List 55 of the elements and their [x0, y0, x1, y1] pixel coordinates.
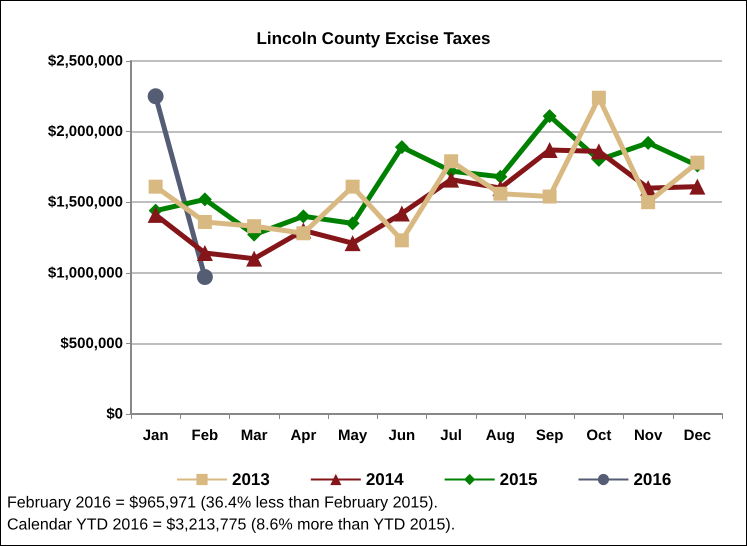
x-tick-label: Oct — [586, 427, 612, 444]
point — [444, 154, 458, 168]
point — [690, 156, 704, 170]
y-tick-label: $2,000,000 — [48, 123, 123, 140]
point — [394, 205, 410, 222]
y-tick-label: $500,000 — [60, 334, 123, 352]
point — [592, 90, 606, 105]
point — [590, 143, 607, 160]
point — [198, 214, 212, 229]
point — [493, 170, 508, 184]
y-tick-label: $1,000,000 — [48, 264, 123, 282]
legend-label: 2014 — [366, 470, 404, 489]
x-tick-label: Apr — [290, 427, 316, 444]
point — [148, 206, 164, 223]
point — [148, 180, 163, 194]
point — [346, 180, 360, 194]
legend-label: 2015 — [500, 470, 538, 489]
point — [689, 178, 706, 195]
y-tick-label: $2,500,000 — [48, 52, 123, 70]
point — [148, 88, 164, 104]
point — [198, 192, 212, 206]
point — [641, 195, 656, 210]
point — [246, 250, 262, 267]
point — [394, 233, 409, 248]
point — [196, 245, 213, 262]
point — [542, 190, 557, 204]
point — [641, 136, 656, 150]
text: Calendar YTD 2016 = $3,213,775 (8.6% more than YTD 2015). — [7, 516, 456, 534]
y-tick-label: $1,500,000 — [48, 194, 123, 211]
text: February 2016 = $965,971 (36.4% less than February 2015). — [7, 494, 438, 512]
x-tick-label: Dec — [684, 427, 712, 444]
x-tick-label: Jul — [440, 427, 462, 444]
chart-title: Lincoln County Excise Taxes — [256, 29, 490, 48]
legend-label: 2013 — [232, 470, 270, 489]
x-tick-label: Jan — [142, 427, 169, 444]
x-tick-label: Aug — [486, 427, 515, 444]
point — [196, 269, 213, 286]
point — [542, 142, 558, 158]
point — [443, 172, 460, 188]
point — [346, 216, 360, 230]
x-tick-label: Jun — [388, 427, 416, 444]
point — [344, 235, 361, 252]
point — [394, 140, 409, 154]
point — [542, 109, 557, 124]
x-tick-label: May — [338, 427, 368, 444]
x-tick-label: Nov — [634, 427, 663, 444]
point — [493, 186, 508, 201]
y-tick-label: $0 — [106, 406, 123, 422]
x-tick-label: Feb — [192, 427, 218, 444]
point — [247, 219, 262, 234]
point — [296, 226, 310, 240]
point — [296, 209, 310, 224]
legend-label: 2016 — [633, 470, 672, 489]
x-tick-label: Mar — [240, 427, 268, 444]
x-tick-label: Sep — [536, 427, 564, 444]
